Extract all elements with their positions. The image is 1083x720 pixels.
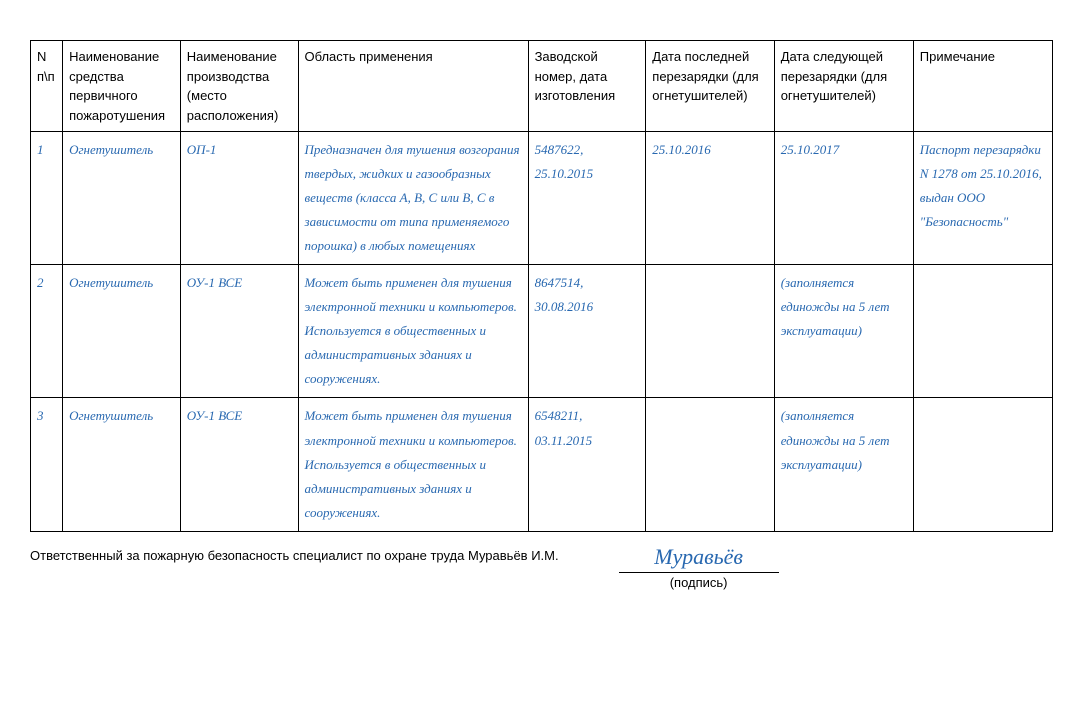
signature: Муравьёв	[619, 544, 779, 573]
col-header-prod: Наименование производства (место располо…	[180, 41, 298, 132]
cell-prod: ОУ-1 ВСЕ	[180, 265, 298, 398]
cell-next: (заполняется единожды на 5 лет эксплуата…	[774, 265, 913, 398]
cell-last	[646, 265, 774, 398]
responsible-text: Ответственный за пожарную безопасность с…	[30, 544, 559, 563]
col-header-name: Наименование средства первичного пожарот…	[63, 41, 181, 132]
cell-serial: 5487622, 25.10.2015	[528, 132, 646, 265]
cell-area: Предназначен для тушения возгорания твер…	[298, 132, 528, 265]
table-row: 1 Огнетушитель ОП-1 Предназначен для туш…	[31, 132, 1053, 265]
fire-safety-table: N п\п Наименование средства первичного п…	[30, 40, 1053, 532]
cell-note	[913, 398, 1052, 531]
cell-prod: ОП-1	[180, 132, 298, 265]
signature-block: Муравьёв (подпись)	[619, 544, 779, 590]
col-header-area: Область применения	[298, 41, 528, 132]
cell-prod: ОУ-1 ВСЕ	[180, 398, 298, 531]
cell-name: Огнетушитель	[63, 132, 181, 265]
table-row: 2 Огнетушитель ОУ-1 ВСЕ Может быть приме…	[31, 265, 1053, 398]
cell-area: Может быть применен для тушения электрон…	[298, 398, 528, 531]
col-header-last: Дата последней перезарядки (для огнетуши…	[646, 41, 774, 132]
col-header-serial: Заводской номер, дата изготовления	[528, 41, 646, 132]
cell-last: 25.10.2016	[646, 132, 774, 265]
footer: Ответственный за пожарную безопасность с…	[30, 544, 1053, 590]
cell-num: 2	[31, 265, 63, 398]
table-row: 3 Огнетушитель ОУ-1 ВСЕ Может быть приме…	[31, 398, 1053, 531]
table-header-row: N п\п Наименование средства первичного п…	[31, 41, 1053, 132]
cell-last	[646, 398, 774, 531]
col-header-num: N п\п	[31, 41, 63, 132]
cell-serial: 8647514, 30.08.2016	[528, 265, 646, 398]
cell-area: Может быть применен для тушения электрон…	[298, 265, 528, 398]
cell-next: 25.10.2017	[774, 132, 913, 265]
col-header-next: Дата следующей перезарядки (для огнетуши…	[774, 41, 913, 132]
cell-num: 3	[31, 398, 63, 531]
cell-name: Огнетушитель	[63, 265, 181, 398]
cell-note: Паспорт перезарядки N 1278 от 25.10.2016…	[913, 132, 1052, 265]
cell-serial: 6548211, 03.11.2015	[528, 398, 646, 531]
col-header-note: Примечание	[913, 41, 1052, 132]
signature-label: (подпись)	[619, 575, 779, 590]
cell-name: Огнетушитель	[63, 398, 181, 531]
cell-next: (заполняется единожды на 5 лет эксплуата…	[774, 398, 913, 531]
cell-note	[913, 265, 1052, 398]
cell-num: 1	[31, 132, 63, 265]
